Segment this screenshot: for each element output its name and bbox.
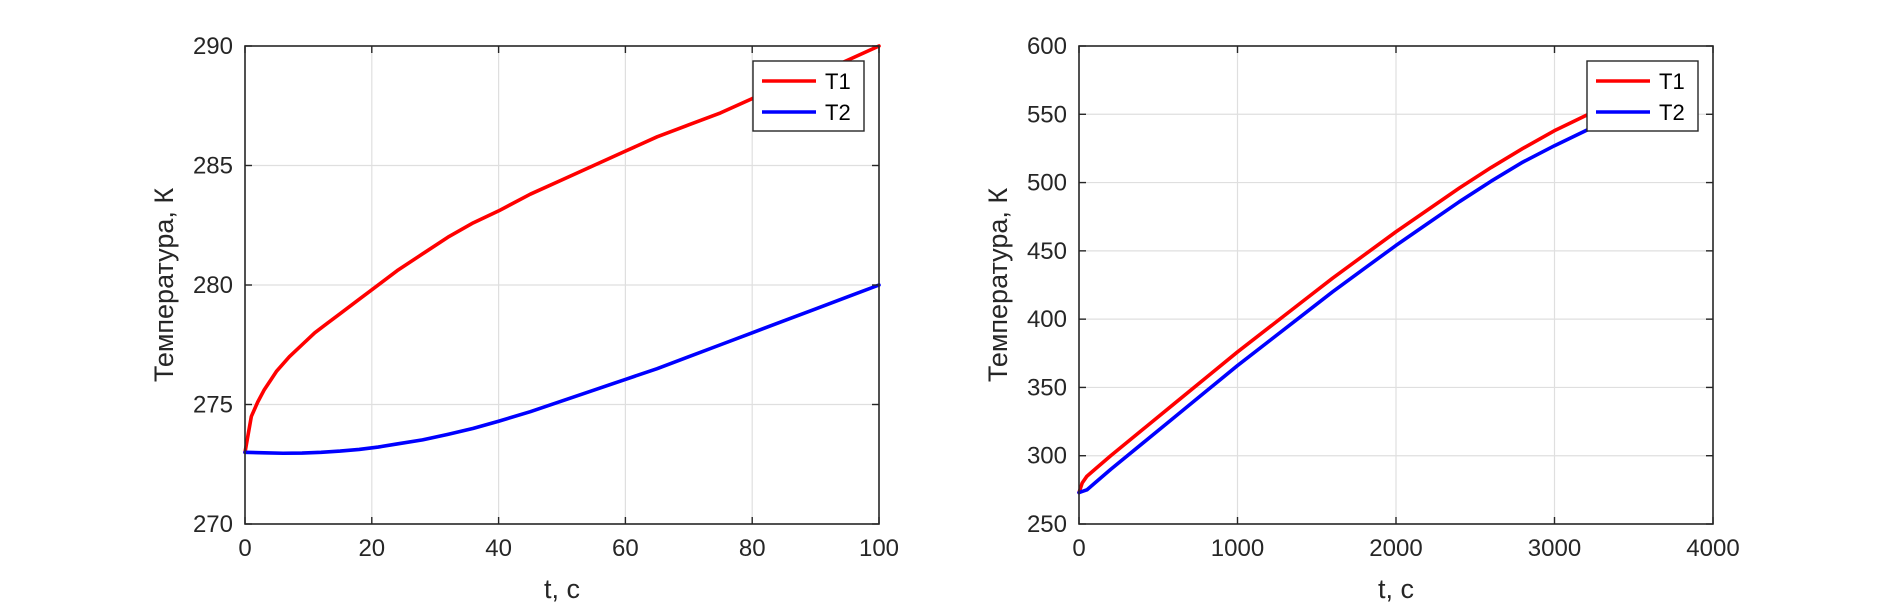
x-tick-label: 0 <box>1072 535 1085 562</box>
y-tick-label: 450 <box>1027 238 1067 265</box>
legend-box <box>752 60 865 132</box>
x-tick-label: 20 <box>358 535 385 562</box>
legend-label-t1: T1 <box>825 69 851 94</box>
series-line-t1 <box>243 44 881 455</box>
x-tick-label: 60 <box>612 535 639 562</box>
chart-1: 0 20 40 60 80 100 270 275 280 285 290 t, с Температу… <box>149 33 899 604</box>
series-line-t2 <box>1077 124 1596 495</box>
y-tick-label: 250 <box>1027 511 1067 538</box>
x-tick-label: 40 <box>485 535 512 562</box>
y-tick-label: 550 <box>1027 101 1067 128</box>
series-line-t2 <box>243 283 881 456</box>
y-axis-label: Температура, К <box>149 188 179 383</box>
y-tick-label: 350 <box>1027 374 1067 401</box>
legend-box <box>1586 60 1699 132</box>
y-tick-label: 600 <box>1027 33 1067 60</box>
y-tick-label: 300 <box>1027 443 1067 470</box>
x-tick-label: 4000 <box>1686 535 1739 562</box>
x-axis-label: t, с <box>544 574 580 604</box>
x-tick-label: 80 <box>739 535 766 562</box>
x-tick-label: 3000 <box>1528 535 1581 562</box>
legend-label-t2: T2 <box>1659 100 1685 125</box>
y-tick-label: 270 <box>193 511 233 538</box>
x-tick-label: 0 <box>238 535 251 562</box>
chart-2: 0 1000 2000 3000 4000 250 300 350 400 450 500 550 60… <box>983 33 1740 604</box>
y-tick-label: 290 <box>193 33 233 60</box>
x-tick-label: 1000 <box>1211 535 1264 562</box>
legend-label-t2: T2 <box>825 100 851 125</box>
y-tick-label: 280 <box>193 272 233 299</box>
x-tick-label: 100 <box>859 535 899 562</box>
y-tick-label: 275 <box>193 392 233 419</box>
y-axis-label: Температура, К <box>983 188 1013 383</box>
y-tick-label: 500 <box>1027 170 1067 197</box>
series-line-t1 <box>1077 109 1596 495</box>
legend-label-t1: T1 <box>1659 69 1685 94</box>
y-tick-label: 400 <box>1027 306 1067 333</box>
x-axis-label: t, с <box>1378 574 1414 604</box>
x-tick-label: 2000 <box>1369 535 1422 562</box>
y-tick-label: 285 <box>193 153 233 180</box>
